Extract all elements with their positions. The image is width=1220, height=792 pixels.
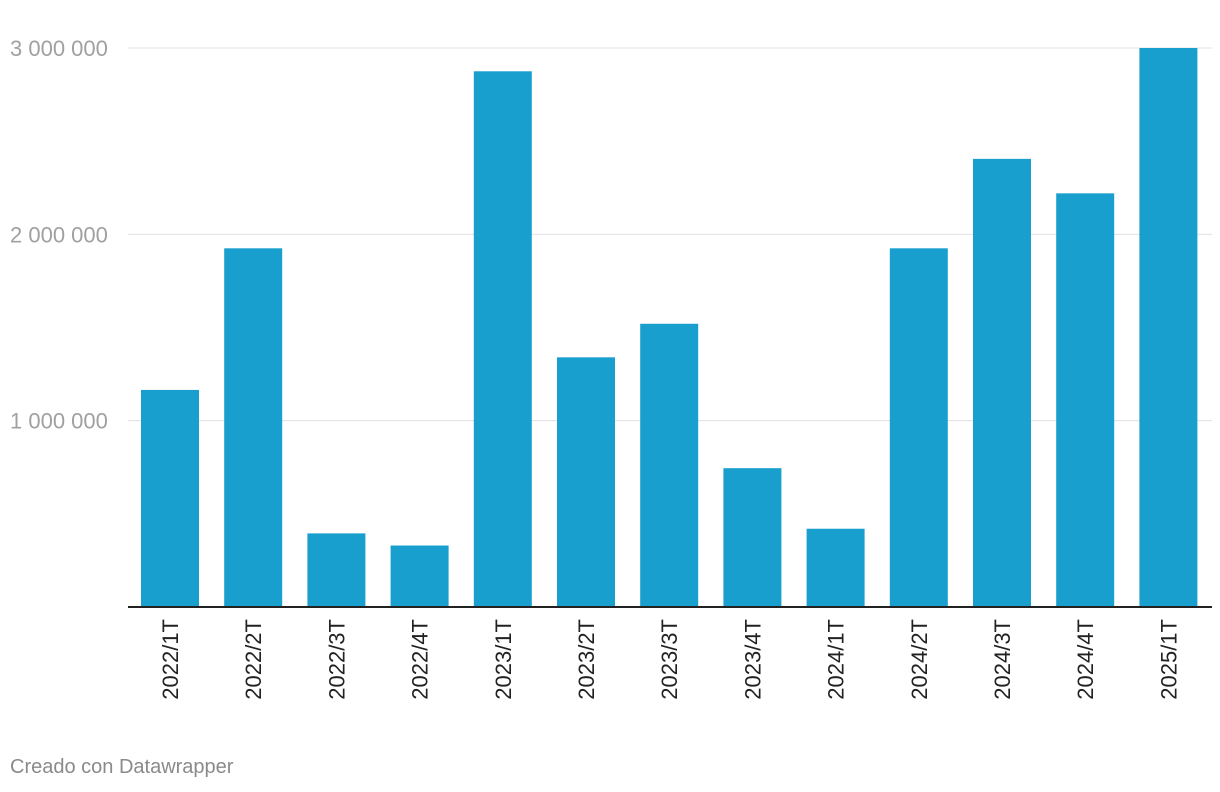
x-tick-label: 2023/4T: [740, 619, 765, 700]
x-tick-label: 2022/3T: [324, 619, 349, 700]
bar: [224, 248, 283, 607]
x-tick-label: 2024/4T: [1073, 619, 1098, 700]
bar: [806, 528, 865, 607]
y-tick-label: 1 000 000: [10, 409, 108, 434]
x-tick-label: 2023/2T: [574, 619, 599, 700]
axes: 2022/1T 2022/2T 2022/3T 2022/4T 2023/1T 2023/…: [128, 606, 1212, 700]
bars: [141, 48, 1198, 607]
bar: [141, 389, 199, 607]
bar: [889, 248, 948, 607]
bar: [473, 71, 532, 607]
bar: [1139, 48, 1198, 607]
x-tick-label: 2022/2T: [241, 619, 266, 700]
x-tick-label: 2023/3T: [657, 619, 682, 700]
bar: [1056, 193, 1115, 607]
bar: [390, 545, 449, 607]
x-tick-label: 2024/1T: [824, 619, 849, 700]
bar: [307, 533, 366, 607]
bar: [723, 468, 782, 607]
bar: [640, 323, 699, 607]
x-tick-label: 2022/4T: [408, 619, 433, 700]
x-tick-label: 2024/2T: [907, 619, 932, 700]
gridlines: 1 000 000 2 000 000 3 000 000: [10, 36, 1212, 434]
x-tick-label: 2022/1T: [158, 619, 183, 700]
bar: [557, 357, 615, 607]
footer-credit: Creado con Datawrapper: [10, 756, 234, 778]
x-tick-label: 2025/1T: [1156, 619, 1181, 700]
x-tick-label: 2024/3T: [990, 619, 1015, 700]
bar: [973, 158, 1031, 607]
y-tick-label: 3 000 000: [10, 36, 108, 61]
y-tick-label: 2 000 000: [10, 222, 108, 247]
x-tick-label: 2023/1T: [491, 619, 516, 700]
